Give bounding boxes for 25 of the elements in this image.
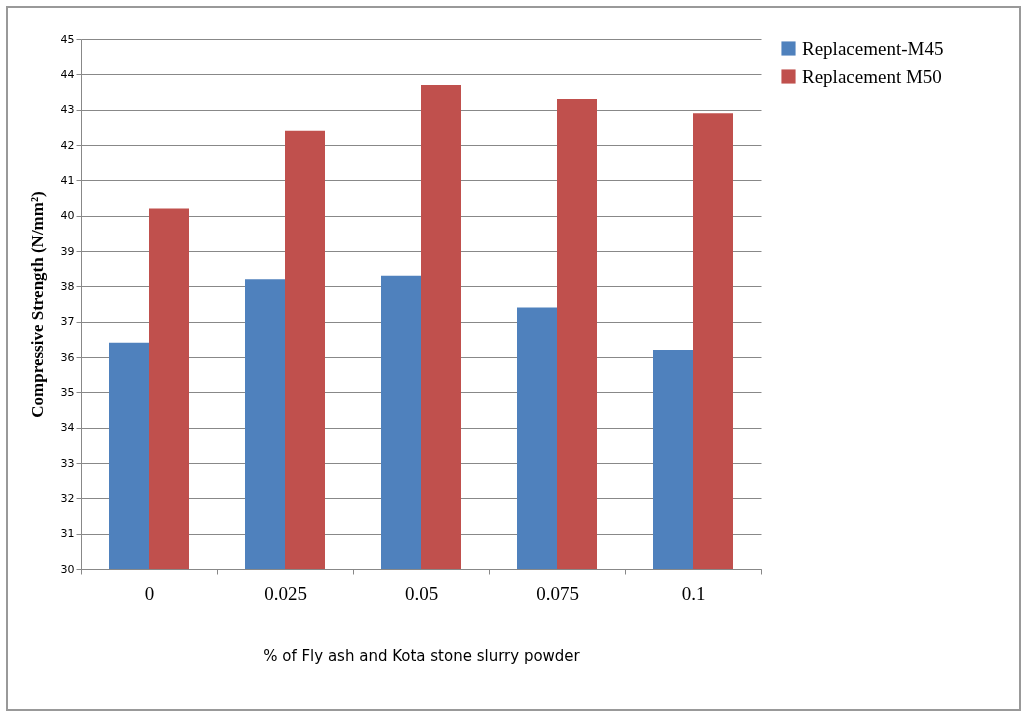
y-tick-label: 43 xyxy=(60,103,75,117)
y-tick-label: 44 xyxy=(60,67,75,81)
y-tick-label: 36 xyxy=(60,350,75,364)
y-tick-label: 45 xyxy=(60,32,75,46)
legend-label: Replacement M50 xyxy=(802,65,942,87)
y-tick-label: 33 xyxy=(60,456,75,470)
y-tick-label: 40 xyxy=(60,209,75,223)
x-axis-title: % of Fly ash and Kota stone slurry powder xyxy=(263,646,581,665)
y-tick-label: 39 xyxy=(60,244,75,258)
legend-label: Replacement-M45 xyxy=(802,37,944,59)
y-tick-label: 31 xyxy=(60,527,75,541)
x-tick-label: 0.05 xyxy=(404,582,439,604)
y-axis-title: Compressive Strength (N/mm²) xyxy=(27,191,47,418)
y-tick-label: 35 xyxy=(60,385,75,399)
y-tick-label: 37 xyxy=(60,315,75,329)
y-tick-label: 42 xyxy=(60,138,75,152)
x-tick-label: 0.1 xyxy=(681,582,706,604)
y-tick-label: 32 xyxy=(60,491,75,505)
x-tick-label: 0.075 xyxy=(536,582,579,604)
x-tick-label: 0.025 xyxy=(264,582,307,604)
y-tick-label: 41 xyxy=(60,173,75,187)
y-tick-label: 30 xyxy=(60,562,75,576)
y-tick-label: 38 xyxy=(60,279,75,293)
y-tick-label: 34 xyxy=(60,421,75,435)
x-tick-label: 0 xyxy=(144,582,155,604)
